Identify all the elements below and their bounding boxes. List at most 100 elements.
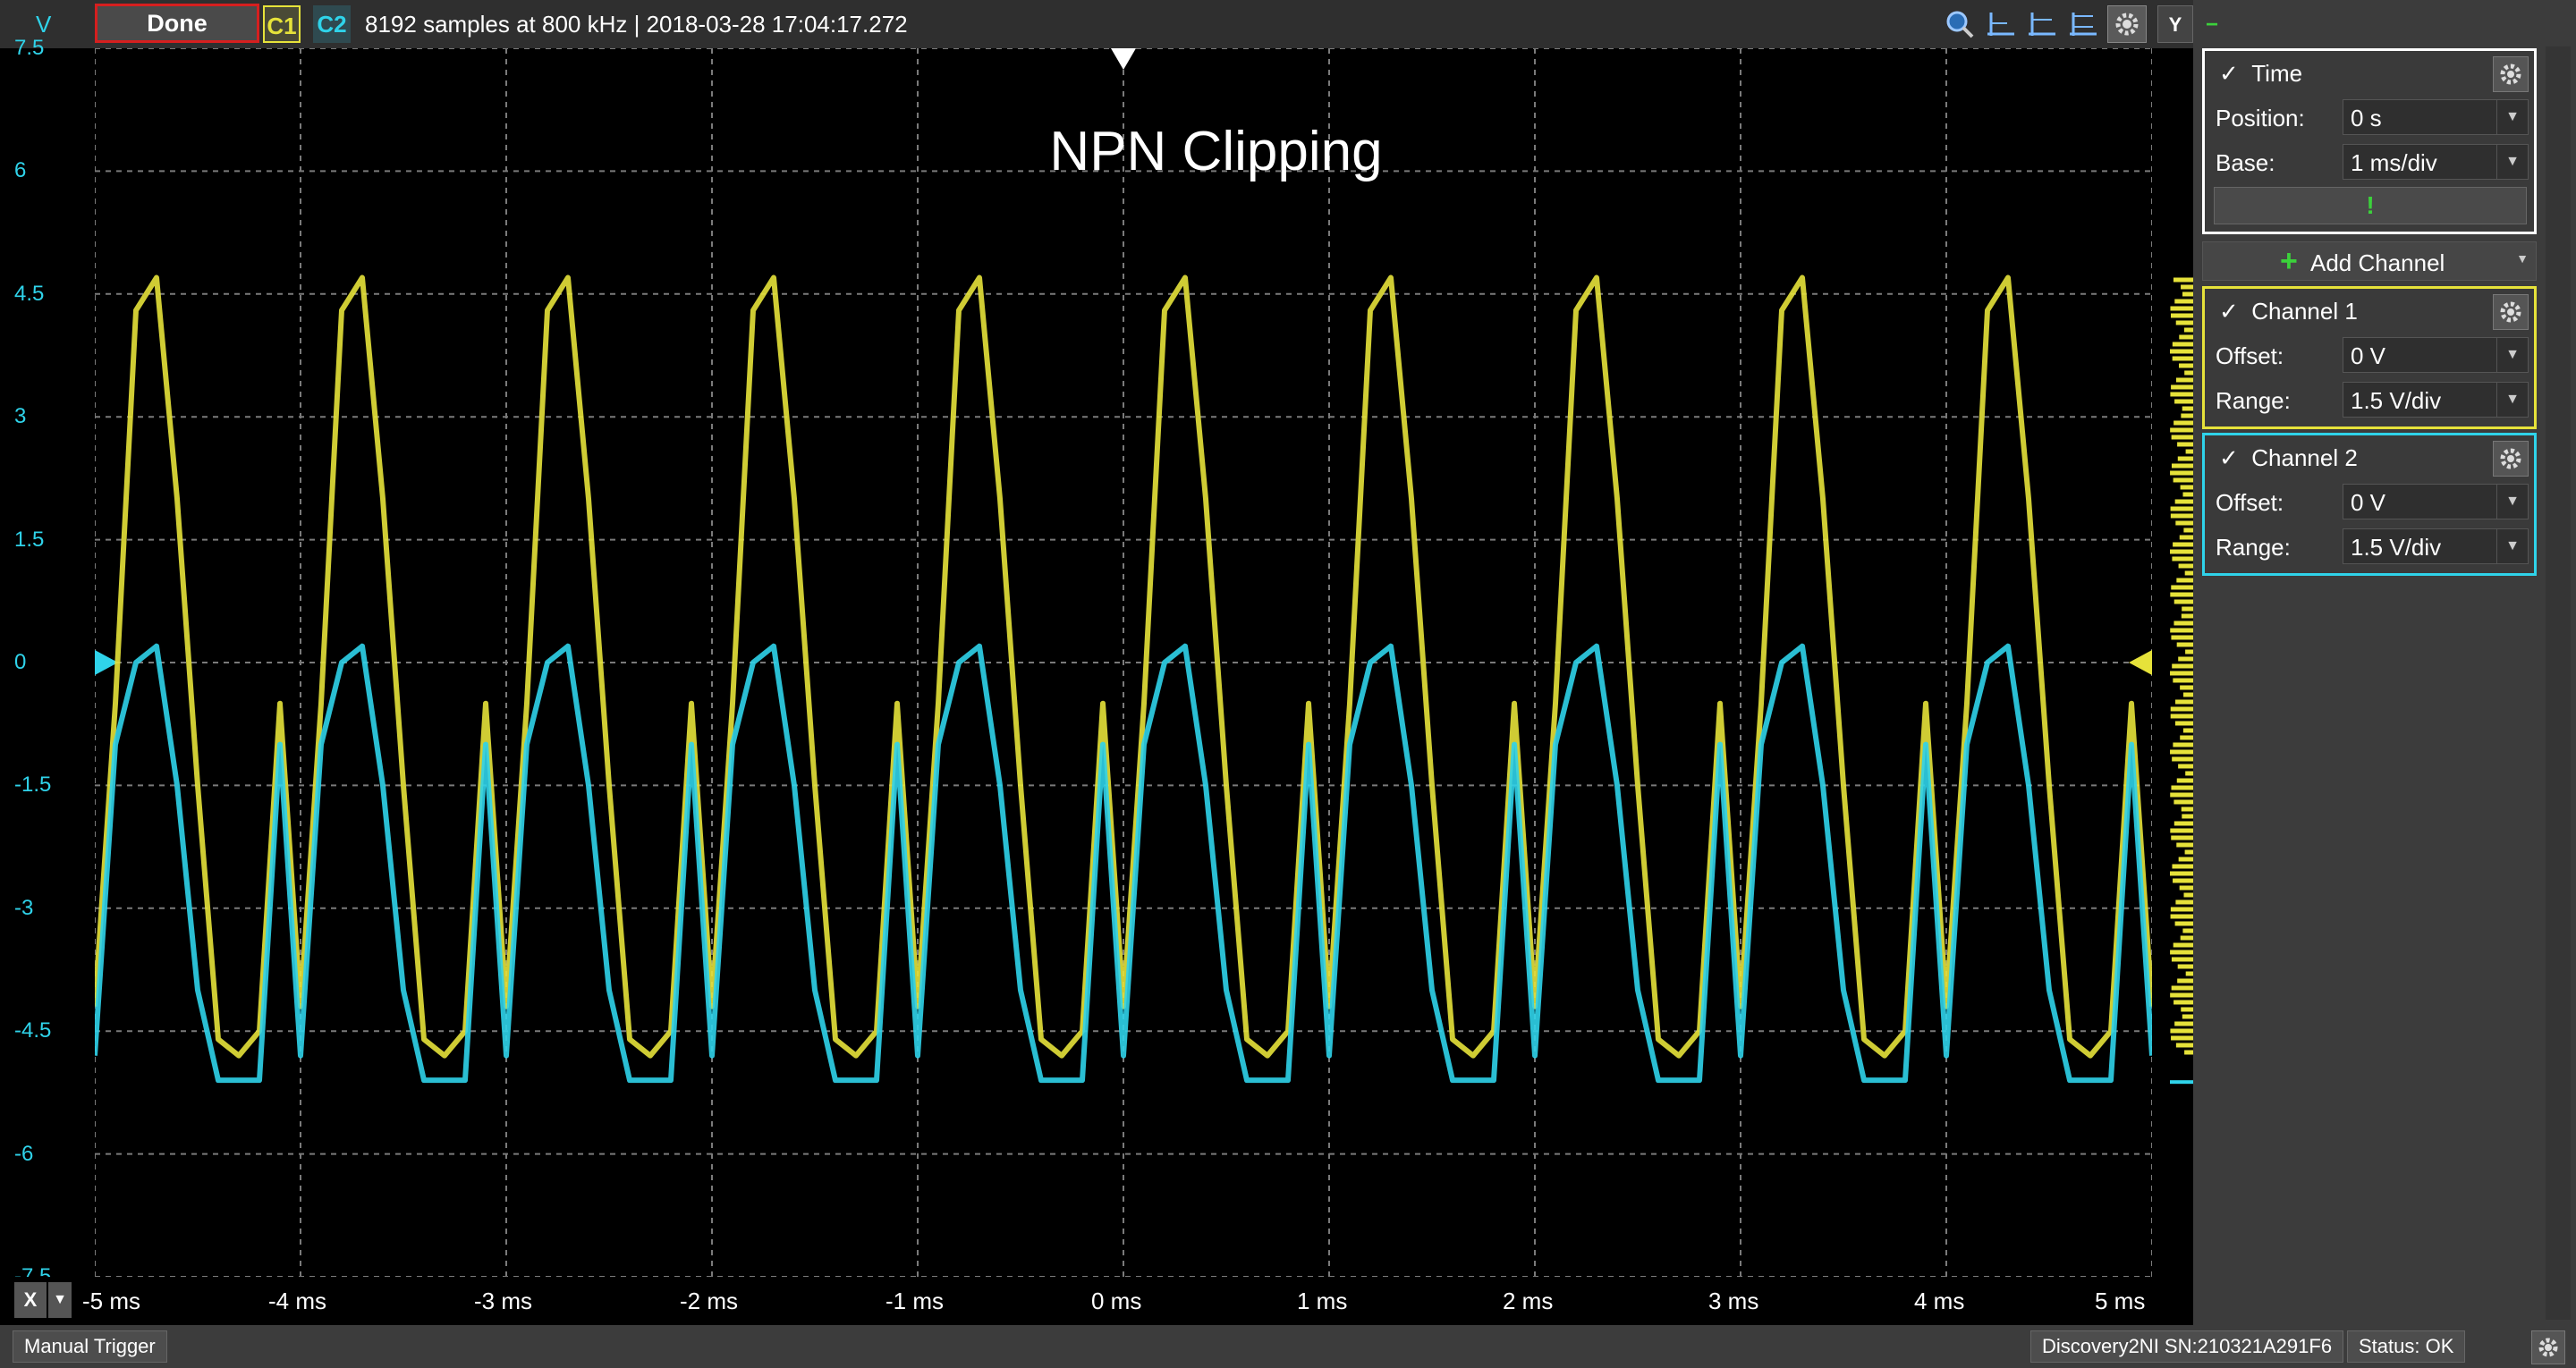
plot-area[interactable]: NPN Clipping — [92, 47, 2155, 1278]
measure-tool-icon[interactable] — [2025, 7, 2059, 41]
histogram-bar — [2170, 1028, 2193, 1034]
histogram-bar — [2178, 563, 2193, 569]
histogram-bar — [2179, 885, 2193, 891]
histogram-bar — [2170, 907, 2193, 912]
zoom-icon[interactable] — [1943, 7, 1977, 41]
histogram-bar — [2177, 456, 2193, 461]
histogram-bar — [2179, 535, 2193, 540]
cursor-tool-icon[interactable] — [1984, 7, 2018, 41]
histogram-bar — [2170, 706, 2193, 712]
histogram-bar — [2171, 384, 2193, 390]
histogram-bar — [2182, 406, 2193, 411]
x-tick-label: 0 ms — [1091, 1288, 1142, 1314]
channel1-offset-marker — [2129, 650, 2152, 675]
histogram-bar — [2184, 1050, 2193, 1055]
top-toolbar: V Done C1 C2 8192 samples at 800 kHz | 2… — [0, 0, 2193, 48]
histogram-bar — [2182, 728, 2193, 733]
histogram-bar — [2178, 656, 2193, 662]
channel2-tag[interactable]: C2 — [313, 5, 351, 43]
channel2-range-dropdown[interactable]: 1.5 V/div ▼ — [2343, 528, 2529, 564]
histogram-bar — [2182, 1014, 2193, 1019]
panel-scrollbar[interactable] — [2546, 46, 2571, 1320]
channel1-offset-dropdown[interactable]: 0 V ▼ — [2343, 337, 2529, 373]
device-info[interactable]: Discovery2NI SN:210321A291F6 — [2030, 1330, 2344, 1363]
channel2-card: ✓ Channel 2 Offset: 0 V ▼ Range: 1.5 V/d… — [2202, 433, 2537, 576]
channel1-gear-icon[interactable] — [2493, 294, 2529, 330]
histogram-bar — [2182, 692, 2193, 697]
channel2-offset-label: Offset: — [2216, 489, 2284, 516]
time-position-dropdown[interactable]: 0 s ▼ — [2343, 99, 2529, 135]
histogram-bar — [2170, 549, 2193, 554]
channel2-gear-icon[interactable] — [2493, 441, 2529, 477]
histogram-bar — [2174, 1021, 2193, 1026]
histogram-bar — [2171, 435, 2193, 440]
time-base-label: Base: — [2216, 149, 2275, 176]
x-axis-dropdown-icon[interactable]: ▼ — [48, 1282, 72, 1318]
histogram-bar — [2177, 442, 2193, 447]
histogram-bar — [2175, 377, 2193, 383]
histogram-bar — [2172, 556, 2193, 562]
histogram-bar — [2185, 449, 2193, 454]
run-state-button[interactable]: Done — [95, 4, 259, 43]
time-gear-icon[interactable] — [2493, 56, 2529, 92]
channel1-offset-label: Offset: — [2216, 342, 2284, 369]
channel1-range-dropdown[interactable]: 1.5 V/div ▼ — [2343, 382, 2529, 418]
x-tick-label: 1 ms — [1297, 1288, 1348, 1314]
histogram-bar — [2181, 1007, 2193, 1012]
time-card-title[interactable]: ✓ Time — [2219, 60, 2303, 87]
histogram-bar — [2185, 649, 2193, 654]
histogram-bar — [2173, 678, 2193, 683]
channel1-card-title[interactable]: ✓ Channel 1 — [2219, 298, 2358, 325]
histogram-bar — [2176, 778, 2193, 783]
time-base-dropdown[interactable]: 1 ms/div ▼ — [2343, 144, 2529, 180]
histogram-bar — [2182, 606, 2193, 612]
histogram-bar — [2170, 871, 2193, 876]
plot-title: NPN Clipping — [1049, 121, 1382, 182]
histogram-bar — [2174, 921, 2193, 926]
x-axis: -5 ms -4 ms -3 ms -2 ms -1 ms 0 ms 1 ms 2 ms 3 m… — [0, 1277, 2193, 1325]
time-alert-button[interactable]: ! — [2214, 187, 2527, 224]
chevron-down-icon: ▼ — [2496, 100, 2528, 134]
histogram-bar — [2173, 878, 2193, 883]
histogram-bar — [2171, 635, 2193, 640]
histogram-bar — [2175, 899, 2193, 905]
histogram-bar — [2181, 413, 2193, 418]
histogram-bar — [2174, 821, 2193, 826]
histogram-bar — [2174, 621, 2193, 626]
x-axis-button[interactable]: X — [14, 1282, 47, 1318]
channel2-offset-dropdown[interactable]: 0 V ▼ — [2343, 484, 2529, 519]
x-tick-label: -1 ms — [886, 1288, 944, 1314]
histogram-bar — [2170, 714, 2193, 719]
histogram-bar — [2172, 756, 2193, 762]
chevron-down-icon: ▼ — [2496, 485, 2528, 519]
histogram-bar — [2171, 585, 2193, 590]
histogram-bar — [2180, 485, 2193, 490]
histogram-bar — [2173, 942, 2193, 948]
settings-gear-icon[interactable] — [2107, 5, 2147, 43]
manual-trigger-button[interactable]: Manual Trigger — [13, 1330, 167, 1363]
x-tick-label: -3 ms — [474, 1288, 532, 1314]
histogram-bar — [2181, 806, 2193, 812]
histogram-bar — [2170, 792, 2193, 798]
channel2-card-title[interactable]: ✓ Channel 2 — [2219, 444, 2358, 471]
histogram-bar — [2170, 513, 2193, 519]
histogram-bar — [2178, 764, 2193, 769]
y-tick-label: -4.5 — [14, 1018, 52, 1043]
add-channel-button[interactable]: + Add Channel ▼ — [2202, 241, 2537, 281]
histogram-bar — [2171, 785, 2193, 790]
x-tick-label: -2 ms — [680, 1288, 738, 1314]
histogram-bar — [2174, 299, 2193, 304]
histogram-bar — [2176, 642, 2193, 647]
channel1-tag[interactable]: C1 — [263, 5, 301, 43]
status-badge: Status: OK — [2347, 1330, 2466, 1363]
histogram-strip — [2152, 48, 2193, 1277]
y-axis-button[interactable]: Y — [2157, 5, 2193, 43]
histogram-bar — [2182, 814, 2193, 819]
acquisition-info: 8192 samples at 800 kHz | 2018-03-28 17:… — [365, 11, 908, 38]
panel-collapse-icon[interactable]: − — [2206, 13, 2219, 37]
histogram-bar — [2182, 928, 2193, 933]
status-gear-icon[interactable] — [2531, 1330, 2565, 1364]
axis-tool-icon[interactable] — [2066, 7, 2100, 41]
y-axis: 7.564.531.50-1.5-3-4.5-6-7.5 — [0, 36, 95, 1288]
histogram-bar — [2184, 570, 2193, 576]
